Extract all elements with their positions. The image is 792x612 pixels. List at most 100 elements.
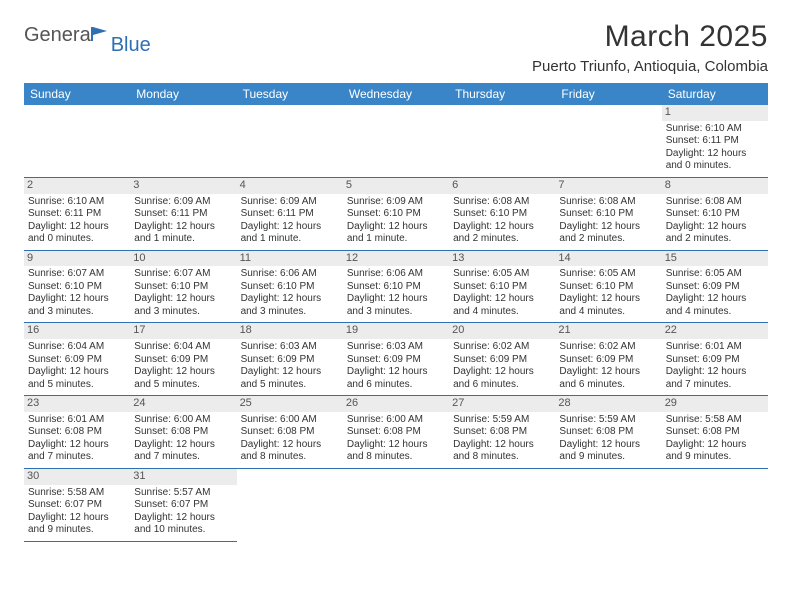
logo-flag-icon <box>91 27 109 41</box>
sunrise-line: Sunrise: 5:58 AM <box>28 487 126 500</box>
daylight-line-1: Daylight: 12 hours <box>453 293 551 306</box>
calendar-empty-cell <box>662 468 768 541</box>
daylight-line-2: and 9 minutes. <box>666 451 764 464</box>
calendar-table: Sunday Monday Tuesday Wednesday Thursday… <box>24 83 768 542</box>
daylight-line-1: Daylight: 12 hours <box>559 439 657 452</box>
day-number: 20 <box>449 323 555 339</box>
sunset-line: Sunset: 6:11 PM <box>134 208 232 221</box>
daylight-line-2: and 8 minutes. <box>347 451 445 464</box>
sunrise-line: Sunrise: 6:06 AM <box>241 268 339 281</box>
sunset-line: Sunset: 6:11 PM <box>241 208 339 221</box>
sunset-line: Sunset: 6:08 PM <box>453 426 551 439</box>
calendar-day-cell: 27Sunrise: 5:59 AMSunset: 6:08 PMDayligh… <box>449 396 555 469</box>
daylight-line-1: Daylight: 12 hours <box>241 293 339 306</box>
header: Genera Blue March 2025 Puerto Triunfo, A… <box>24 20 768 75</box>
logo-text-blue: Blue <box>111 34 151 57</box>
calendar-week-row: 16Sunrise: 6:04 AMSunset: 6:09 PMDayligh… <box>24 323 768 396</box>
sunset-line: Sunset: 6:10 PM <box>453 208 551 221</box>
daylight-line-1: Daylight: 12 hours <box>134 439 232 452</box>
calendar-empty-cell <box>130 105 236 177</box>
sunset-line: Sunset: 6:09 PM <box>666 354 764 367</box>
calendar-day-cell: 25Sunrise: 6:00 AMSunset: 6:08 PMDayligh… <box>237 396 343 469</box>
sunset-line: Sunset: 6:09 PM <box>28 354 126 367</box>
sunset-line: Sunset: 6:09 PM <box>453 354 551 367</box>
calendar-day-cell: 6Sunrise: 6:08 AMSunset: 6:10 PMDaylight… <box>449 177 555 250</box>
daylight-line-1: Daylight: 12 hours <box>666 221 764 234</box>
sunrise-line: Sunrise: 6:04 AM <box>28 341 126 354</box>
day-header: Friday <box>555 83 661 105</box>
sunset-line: Sunset: 6:08 PM <box>28 426 126 439</box>
calendar-day-cell: 19Sunrise: 6:03 AMSunset: 6:09 PMDayligh… <box>343 323 449 396</box>
calendar-week-row: 2Sunrise: 6:10 AMSunset: 6:11 PMDaylight… <box>24 177 768 250</box>
daylight-line-2: and 4 minutes. <box>453 306 551 319</box>
sunset-line: Sunset: 6:10 PM <box>666 208 764 221</box>
sunrise-line: Sunrise: 6:04 AM <box>134 341 232 354</box>
calendar-week-row: 1Sunrise: 6:10 AMSunset: 6:11 PMDaylight… <box>24 105 768 177</box>
calendar-day-cell: 4Sunrise: 6:09 AMSunset: 6:11 PMDaylight… <box>237 177 343 250</box>
sunset-line: Sunset: 6:08 PM <box>241 426 339 439</box>
day-number: 12 <box>343 251 449 267</box>
day-number: 7 <box>555 178 661 194</box>
sunset-line: Sunset: 6:09 PM <box>241 354 339 367</box>
sunrise-line: Sunrise: 6:02 AM <box>453 341 551 354</box>
sunrise-line: Sunrise: 6:02 AM <box>559 341 657 354</box>
sunset-line: Sunset: 6:10 PM <box>347 281 445 294</box>
location-subtitle: Puerto Triunfo, Antioquia, Colombia <box>532 58 768 75</box>
day-number: 30 <box>24 469 130 485</box>
daylight-line-2: and 9 minutes. <box>559 451 657 464</box>
daylight-line-1: Daylight: 12 hours <box>347 439 445 452</box>
sunset-line: Sunset: 6:11 PM <box>28 208 126 221</box>
daylight-line-2: and 6 minutes. <box>347 379 445 392</box>
day-number: 24 <box>130 396 236 412</box>
day-number: 16 <box>24 323 130 339</box>
daylight-line-1: Daylight: 12 hours <box>134 366 232 379</box>
calendar-day-cell: 13Sunrise: 6:05 AMSunset: 6:10 PMDayligh… <box>449 250 555 323</box>
calendar-day-cell: 9Sunrise: 6:07 AMSunset: 6:10 PMDaylight… <box>24 250 130 323</box>
daylight-line-1: Daylight: 12 hours <box>347 293 445 306</box>
daylight-line-2: and 3 minutes. <box>28 306 126 319</box>
calendar-day-cell: 11Sunrise: 6:06 AMSunset: 6:10 PMDayligh… <box>237 250 343 323</box>
sunset-line: Sunset: 6:09 PM <box>134 354 232 367</box>
sunset-line: Sunset: 6:09 PM <box>666 281 764 294</box>
daylight-line-1: Daylight: 12 hours <box>666 148 764 161</box>
day-header-row: Sunday Monday Tuesday Wednesday Thursday… <box>24 83 768 105</box>
day-header: Sunday <box>24 83 130 105</box>
daylight-line-2: and 2 minutes. <box>559 233 657 246</box>
sunrise-line: Sunrise: 6:05 AM <box>666 268 764 281</box>
daylight-line-1: Daylight: 12 hours <box>453 439 551 452</box>
page-title: March 2025 <box>532 20 768 54</box>
sunrise-line: Sunrise: 6:08 AM <box>559 196 657 209</box>
sunrise-line: Sunrise: 6:10 AM <box>28 196 126 209</box>
daylight-line-1: Daylight: 12 hours <box>559 366 657 379</box>
daylight-line-2: and 3 minutes. <box>347 306 445 319</box>
calendar-empty-cell <box>343 105 449 177</box>
calendar-day-cell: 30Sunrise: 5:58 AMSunset: 6:07 PMDayligh… <box>24 468 130 541</box>
daylight-line-2: and 5 minutes. <box>28 379 126 392</box>
daylight-line-2: and 5 minutes. <box>241 379 339 392</box>
day-number: 15 <box>662 251 768 267</box>
daylight-line-1: Daylight: 12 hours <box>134 293 232 306</box>
sunset-line: Sunset: 6:08 PM <box>559 426 657 439</box>
calendar-empty-cell <box>343 468 449 541</box>
day-header: Saturday <box>662 83 768 105</box>
daylight-line-2: and 1 minute. <box>241 233 339 246</box>
daylight-line-2: and 2 minutes. <box>453 233 551 246</box>
calendar-empty-cell <box>555 468 661 541</box>
daylight-line-1: Daylight: 12 hours <box>134 512 232 525</box>
sunrise-line: Sunrise: 6:03 AM <box>241 341 339 354</box>
daylight-line-1: Daylight: 12 hours <box>241 366 339 379</box>
calendar-day-cell: 7Sunrise: 6:08 AMSunset: 6:10 PMDaylight… <box>555 177 661 250</box>
calendar-day-cell: 21Sunrise: 6:02 AMSunset: 6:09 PMDayligh… <box>555 323 661 396</box>
daylight-line-2: and 7 minutes. <box>134 451 232 464</box>
calendar-day-cell: 23Sunrise: 6:01 AMSunset: 6:08 PMDayligh… <box>24 396 130 469</box>
calendar-day-cell: 1Sunrise: 6:10 AMSunset: 6:11 PMDaylight… <box>662 105 768 177</box>
calendar-day-cell: 29Sunrise: 5:58 AMSunset: 6:08 PMDayligh… <box>662 396 768 469</box>
sunrise-line: Sunrise: 6:00 AM <box>241 414 339 427</box>
calendar-day-cell: 2Sunrise: 6:10 AMSunset: 6:11 PMDaylight… <box>24 177 130 250</box>
daylight-line-1: Daylight: 12 hours <box>666 366 764 379</box>
daylight-line-1: Daylight: 12 hours <box>28 221 126 234</box>
daylight-line-1: Daylight: 12 hours <box>28 512 126 525</box>
daylight-line-2: and 6 minutes. <box>453 379 551 392</box>
calendar-day-cell: 17Sunrise: 6:04 AMSunset: 6:09 PMDayligh… <box>130 323 236 396</box>
day-number: 29 <box>662 396 768 412</box>
